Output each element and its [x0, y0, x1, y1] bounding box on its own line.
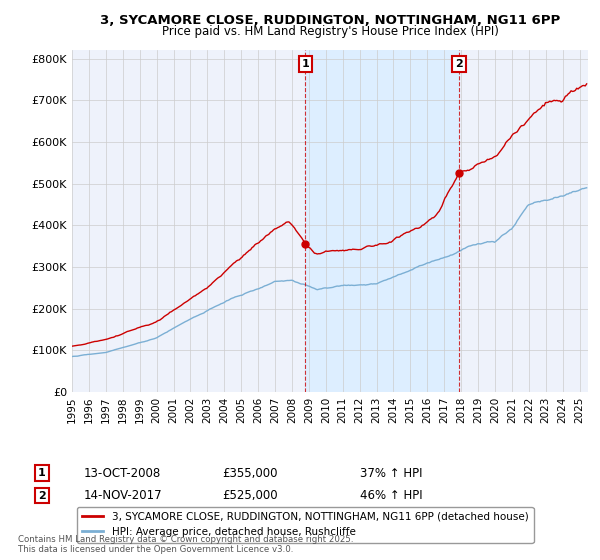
Text: £355,000: £355,000	[222, 466, 277, 480]
Text: 2: 2	[455, 59, 463, 69]
Text: 37% ↑ HPI: 37% ↑ HPI	[360, 466, 422, 480]
Legend: 3, SYCAMORE CLOSE, RUDDINGTON, NOTTINGHAM, NG11 6PP (detached house), HPI: Avera: 3, SYCAMORE CLOSE, RUDDINGTON, NOTTINGHA…	[77, 507, 533, 543]
Text: 13-OCT-2008: 13-OCT-2008	[84, 466, 161, 480]
Text: 2: 2	[38, 491, 46, 501]
Text: 1: 1	[302, 59, 310, 69]
Text: Contains HM Land Registry data © Crown copyright and database right 2025.
This d: Contains HM Land Registry data © Crown c…	[18, 535, 353, 554]
Text: £525,000: £525,000	[222, 489, 278, 502]
Text: Price paid vs. HM Land Registry's House Price Index (HPI): Price paid vs. HM Land Registry's House …	[161, 25, 499, 38]
Text: 3, SYCAMORE CLOSE, RUDDINGTON, NOTTINGHAM, NG11 6PP: 3, SYCAMORE CLOSE, RUDDINGTON, NOTTINGHA…	[100, 14, 560, 27]
Bar	[305, 50, 459, 392]
Text: 46% ↑ HPI: 46% ↑ HPI	[360, 489, 422, 502]
Text: 1: 1	[38, 468, 46, 478]
Text: 14-NOV-2017: 14-NOV-2017	[84, 489, 163, 502]
